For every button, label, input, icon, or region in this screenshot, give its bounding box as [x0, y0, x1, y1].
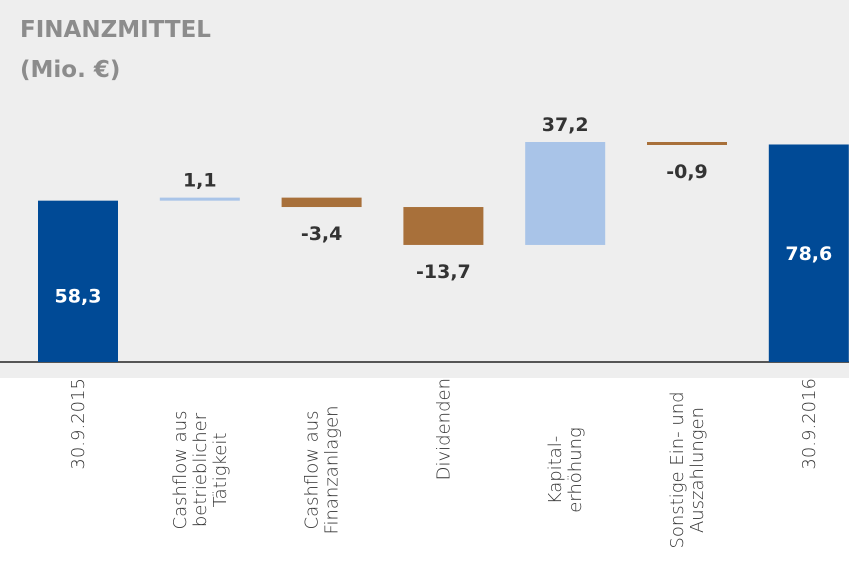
- x-tick-label: Cashflow aus: [170, 411, 191, 530]
- value-label: -0,9: [666, 161, 708, 183]
- value-label: -13,7: [416, 261, 471, 283]
- x-tick-label: 30.9.2016: [799, 378, 820, 470]
- x-tick-label: erhöhung: [565, 427, 586, 513]
- value-label: -3,4: [301, 223, 343, 245]
- bar: [525, 142, 606, 245]
- x-tick-label: Cashflow aus: [302, 411, 323, 530]
- x-tick-label: Sonstige Ein- und: [667, 391, 688, 548]
- plot-background: [0, 0, 849, 378]
- bar: [647, 142, 727, 145]
- chart-title: (Mio. €): [20, 57, 120, 83]
- x-tick-label: Kapital-: [545, 436, 566, 505]
- chart-title: FINANZMITTEL: [20, 17, 211, 43]
- x-tick-label: 30.9.2015: [68, 378, 89, 470]
- bar: [403, 207, 484, 245]
- bar: [159, 197, 240, 201]
- x-tick-label: Finanzanlagen: [322, 405, 343, 534]
- x-tick-label: Dividenden: [433, 378, 454, 480]
- value-label: 58,3: [55, 285, 102, 307]
- x-tick-label: Auszahlungen: [687, 407, 708, 533]
- bar: [38, 200, 118, 362]
- bar: [281, 197, 362, 208]
- value-label: 78,6: [785, 243, 832, 265]
- value-label: 1,1: [183, 170, 217, 192]
- value-label: 37,2: [542, 114, 589, 136]
- x-tick-label: Tätigkeit: [210, 433, 231, 508]
- bar: [768, 144, 849, 362]
- x-tick-label: betrieblicher: [190, 412, 211, 527]
